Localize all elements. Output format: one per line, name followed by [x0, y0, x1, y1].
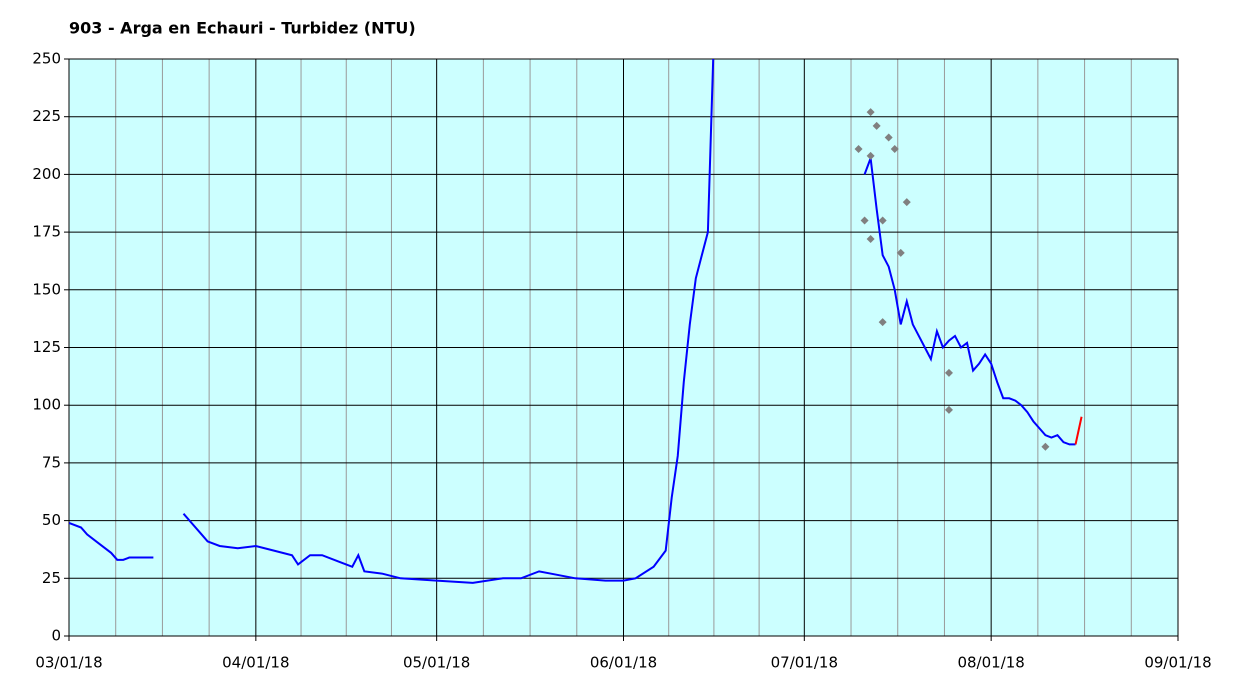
y-tick-label: 25 — [42, 569, 61, 587]
y-tick-label: 125 — [32, 338, 61, 356]
data-point — [866, 151, 875, 160]
data-point — [878, 318, 887, 327]
data-point — [944, 405, 953, 414]
y-tick-label: 250 — [32, 50, 61, 68]
data-point — [1041, 442, 1050, 451]
y-tick-label: 100 — [32, 396, 61, 414]
y-tick-label: 0 — [51, 627, 61, 645]
data-point — [902, 198, 911, 207]
y-tick-label: 175 — [32, 223, 61, 241]
x-tick-label: 07/01/18 — [771, 654, 838, 672]
x-tick-label: 04/01/18 — [222, 654, 289, 672]
y-tick-label: 50 — [42, 511, 61, 529]
y-tick-label: 225 — [32, 107, 61, 125]
data-line — [69, 59, 1076, 584]
data-point — [896, 248, 905, 257]
data-point — [860, 216, 869, 225]
x-tick-label: 06/01/18 — [590, 654, 657, 672]
data-point — [854, 145, 863, 154]
x-tick-label: 09/01/18 — [1144, 654, 1211, 672]
x-tick-label: 05/01/18 — [403, 654, 470, 672]
y-tick-label: 75 — [42, 453, 61, 471]
plot-layer — [69, 59, 1083, 584]
data-point — [884, 133, 893, 142]
y-tick-label: 150 — [32, 280, 61, 298]
data-point — [866, 108, 875, 117]
data-point — [878, 216, 887, 225]
chart-title: 903 - Arga en Echauri - Turbidez (NTU) — [69, 19, 416, 38]
x-tick-label: 03/01/18 — [35, 654, 102, 672]
x-tick-label: 08/01/18 — [957, 654, 1024, 672]
data-point — [872, 121, 881, 130]
y-tick-label: 200 — [32, 165, 61, 183]
plot-border — [68, 58, 1179, 637]
data-point — [890, 145, 899, 154]
data-point — [944, 368, 953, 377]
data-point — [866, 235, 875, 244]
data-line — [1074, 416, 1083, 445]
